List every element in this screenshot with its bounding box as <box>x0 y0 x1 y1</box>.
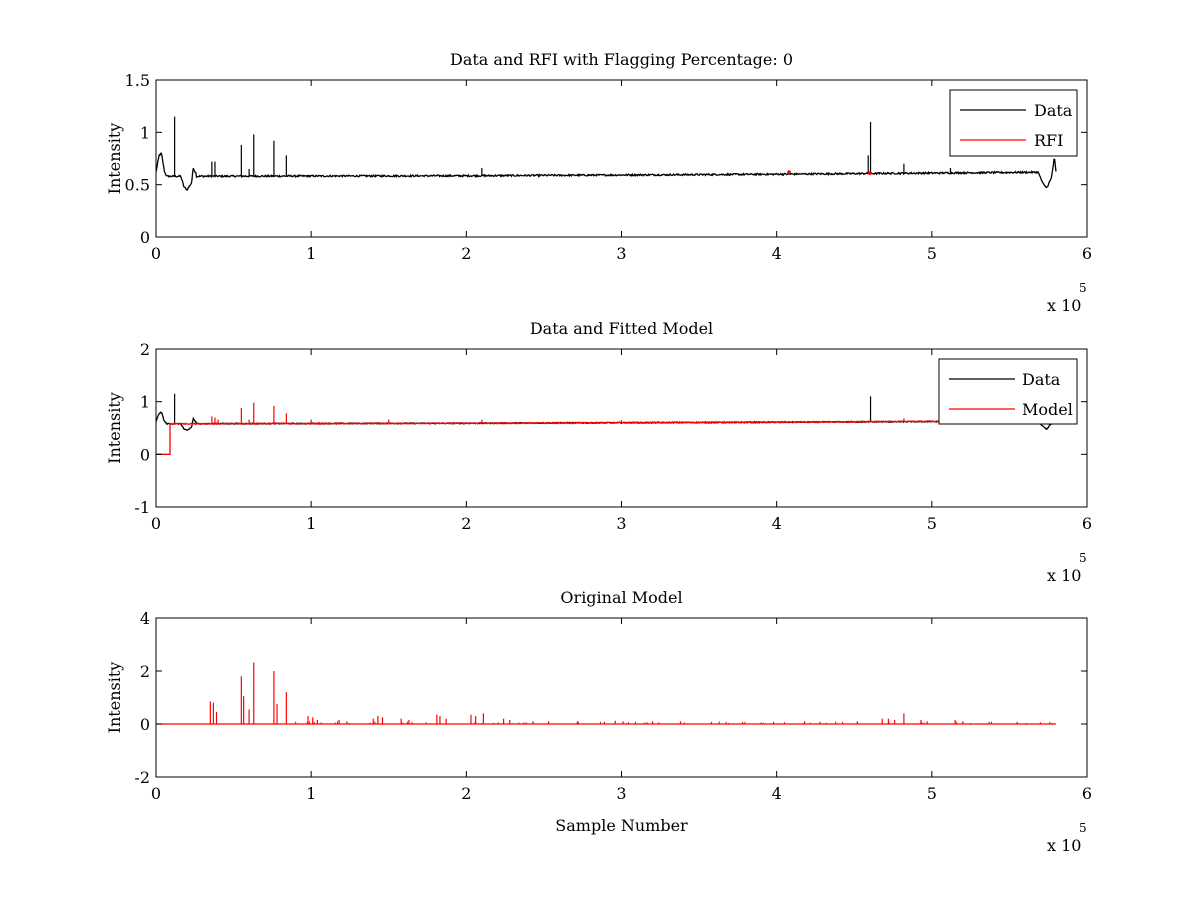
legend-box <box>949 89 1078 157</box>
x-tick-label: 6 <box>1082 514 1092 533</box>
axes-frame <box>155 617 1088 778</box>
series-rfi-point <box>787 170 791 174</box>
x-tick-label: 0 <box>151 514 161 533</box>
x-tick-label: 1 <box>306 244 316 263</box>
x-tick-label: 2 <box>461 514 471 533</box>
y-tick-label: 2 <box>140 340 150 359</box>
legend-label-rfi: RFI <box>1034 131 1063 150</box>
y-axis-label: Intensity <box>105 123 124 195</box>
y-tick-label: 1.5 <box>125 71 150 90</box>
legend-label-model: Model <box>1022 400 1073 419</box>
y-tick-label: 0.5 <box>125 176 150 195</box>
subplot-2 <box>155 348 1088 508</box>
chart-title: Data and RFI with Flagging Percentage: 0 <box>450 50 793 69</box>
series-rfi-point <box>867 171 872 175</box>
x-exponent-label: x 10 <box>1047 836 1081 855</box>
y-axis-label: Intensity <box>105 662 124 734</box>
legend-label-data: Data <box>1022 370 1061 389</box>
plot-area <box>156 662 1056 725</box>
x-tick-label: 4 <box>772 244 782 263</box>
x-tick-label: 0 <box>151 244 161 263</box>
x-exponent-label: x 10 <box>1047 566 1081 585</box>
x-exponent-label: x 10 <box>1047 296 1081 315</box>
x-axis-label: Sample Number <box>555 816 688 835</box>
x-tick-label: 2 <box>461 784 471 803</box>
series-model-line <box>156 419 1057 455</box>
x-exponent-power: 5 <box>1079 551 1087 565</box>
legend-label-data: Data <box>1034 101 1073 120</box>
x-tick-label: 4 <box>772 514 782 533</box>
chart-title: Original Model <box>560 588 682 607</box>
plot-area <box>156 393 1057 455</box>
y-axis-label: Intensity <box>105 392 124 464</box>
y-tick-label: 0 <box>140 228 150 247</box>
x-tick-label: 1 <box>306 784 316 803</box>
y-tick-label: 2 <box>140 662 150 681</box>
y-tick-label: 1 <box>140 393 150 412</box>
series-data-line <box>156 152 1057 191</box>
x-tick-label: 5 <box>927 244 937 263</box>
y-tick-label: -1 <box>134 498 150 517</box>
y-tick-label: 4 <box>140 609 150 628</box>
y-tick-label: 0 <box>140 715 150 734</box>
x-tick-label: 4 <box>772 784 782 803</box>
subplot-3 <box>155 617 1088 778</box>
x-tick-label: 5 <box>927 514 937 533</box>
y-tick-label: 1 <box>140 123 150 142</box>
x-tick-label: 3 <box>616 244 626 263</box>
axes-frame <box>155 348 1088 508</box>
y-tick-label: 0 <box>140 445 150 464</box>
x-tick-label: 3 <box>616 784 626 803</box>
x-tick-label: 0 <box>151 784 161 803</box>
subplot-1 <box>155 79 1088 238</box>
x-tick-label: 2 <box>461 244 471 263</box>
x-tick-label: 1 <box>306 514 316 533</box>
plot-area <box>156 116 1057 191</box>
chart-title: Data and Fitted Model <box>530 319 713 338</box>
x-tick-label: 3 <box>616 514 626 533</box>
x-exponent-power: 5 <box>1079 281 1087 295</box>
x-tick-label: 5 <box>927 784 937 803</box>
x-tick-label: 6 <box>1082 784 1092 803</box>
x-tick-label: 6 <box>1082 244 1092 263</box>
x-exponent-power: 5 <box>1079 821 1087 835</box>
axes-frame <box>155 79 1088 238</box>
y-tick-label: -2 <box>134 768 150 787</box>
legend-box <box>938 358 1078 425</box>
